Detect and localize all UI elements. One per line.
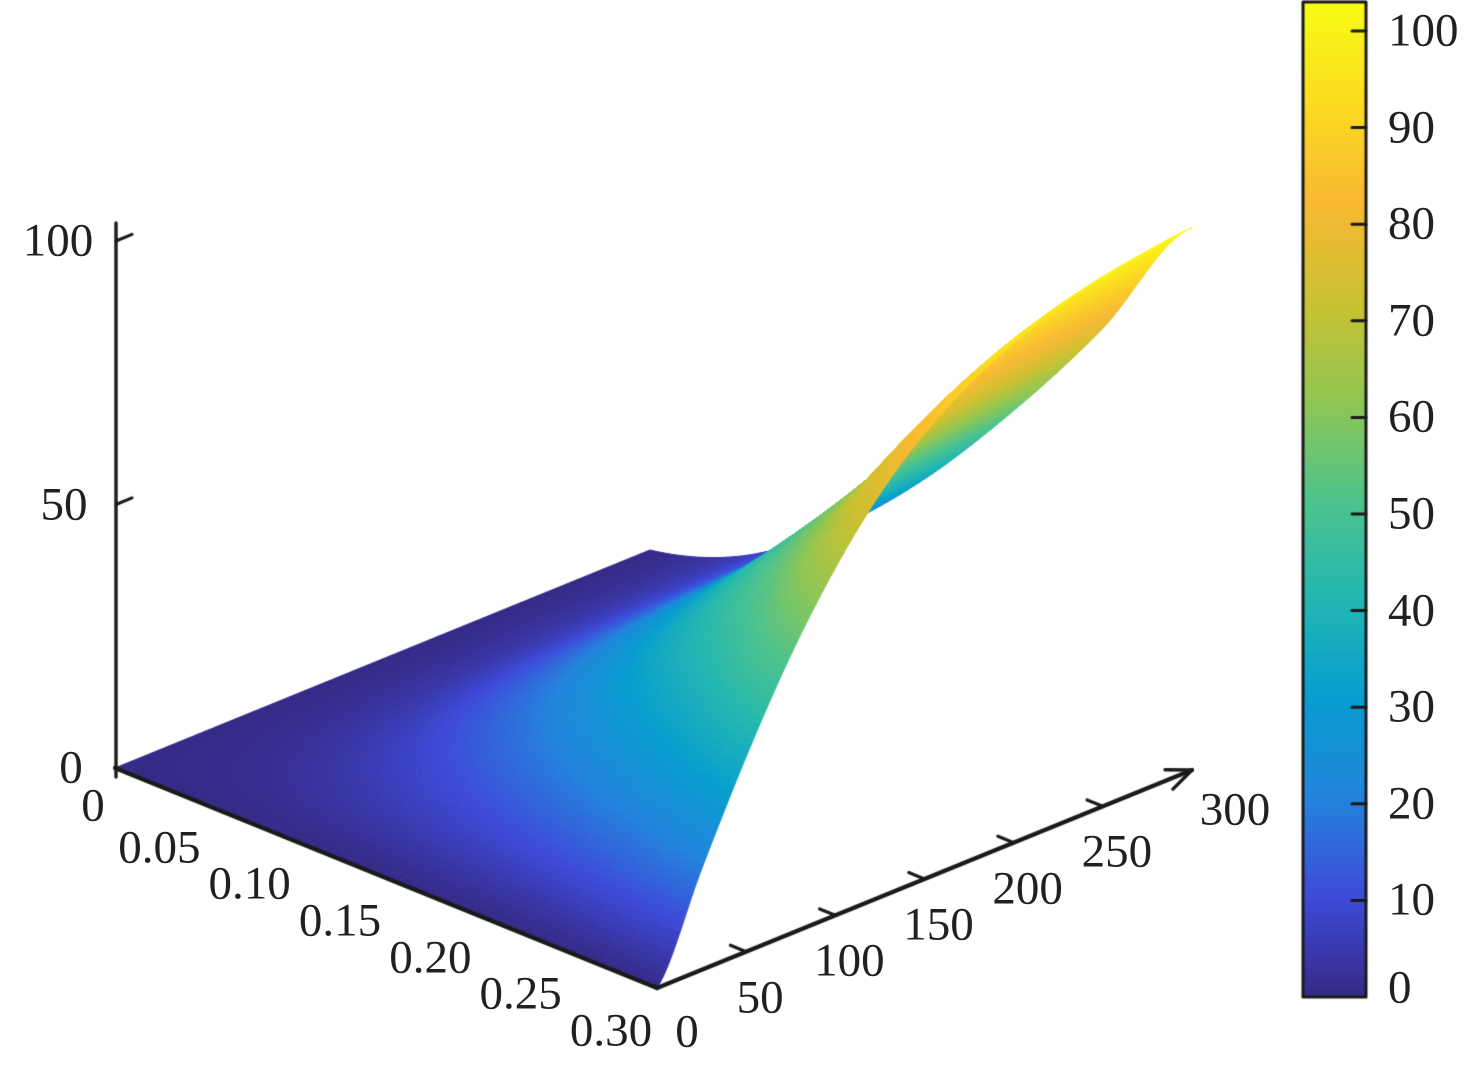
3d-surface-figure: 0 50 100 0 0.05 0.10 0.15 0.20 0.25 0.30 0 50 100 150… — [0, 0, 1476, 1075]
surface-plot-canvas — [0, 0, 1476, 1075]
